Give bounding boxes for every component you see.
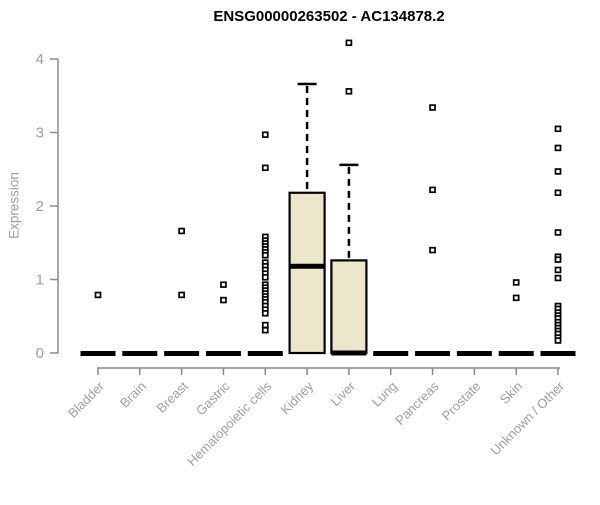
- outlier-hematopoietic-cells: [261, 310, 269, 317]
- outlier-pancreas: [429, 104, 436, 111]
- category-label-prostate: Prostate: [439, 379, 484, 424]
- y-tick-label: 1: [36, 272, 44, 289]
- category-label-bladder: Bladder: [65, 378, 108, 421]
- y-tick-label: 3: [36, 125, 44, 142]
- y-tick-label: 4: [36, 51, 44, 68]
- median-pancreas: [415, 351, 451, 356]
- category-label-skin: Skin: [497, 379, 525, 407]
- outlier-skin: [512, 294, 520, 302]
- category-label-breast: Breast: [154, 378, 191, 415]
- outlier-skin: [512, 279, 520, 286]
- box-kidney: [288, 191, 326, 355]
- y-tick-label: 0: [36, 345, 44, 362]
- outlier-unknown-other: [554, 125, 562, 133]
- outlier-unknown-other: [554, 256, 562, 263]
- outlier-hematopoietic-cells: [261, 251, 269, 259]
- median-skin: [498, 351, 534, 356]
- outlier-unknown-other: [554, 189, 562, 197]
- outlier-unknown-other: [554, 266, 562, 274]
- outlier-bladder: [94, 291, 102, 299]
- median-prostate: [456, 351, 492, 356]
- median-bladder: [80, 351, 116, 356]
- median-lung: [373, 351, 409, 356]
- outlier-unknown-other: [554, 144, 562, 152]
- y-axis-label: Expression: [6, 172, 22, 239]
- outlier-gastric: [220, 281, 227, 288]
- outlier-liver: [345, 88, 353, 95]
- median-breast: [164, 351, 200, 356]
- category-label-liver: Liver: [327, 378, 358, 409]
- category-label-lung: Lung: [369, 379, 400, 410]
- outlier-hematopoietic-cells: [261, 321, 269, 329]
- outlier-unknown-other: [554, 274, 562, 282]
- outlier-hematopoietic-cells: [261, 164, 269, 172]
- y-tick-label: 2: [36, 198, 44, 215]
- median-hematopoietic-cells: [247, 351, 283, 356]
- median-unknown-other: [540, 351, 576, 356]
- median-brain: [122, 351, 158, 356]
- median-liver: [331, 350, 367, 356]
- outlier-pancreas: [429, 186, 436, 194]
- chart-title: ENSG00000263502 - AC134878.2: [213, 8, 445, 25]
- outlier-pancreas: [429, 246, 436, 254]
- outlier-unknown-other: [554, 168, 562, 175]
- outlier-liver: [345, 39, 353, 47]
- category-label-brain: Brain: [117, 379, 149, 411]
- box-liver: [330, 259, 368, 355]
- median-kidney: [289, 263, 325, 269]
- median-gastric: [205, 351, 241, 356]
- outlier-gastric: [220, 296, 227, 304]
- outlier-breast: [178, 227, 185, 235]
- outlier-hematopoietic-cells: [261, 131, 269, 138]
- outlier-unknown-other: [554, 229, 562, 236]
- category-label-gastric: Gastric: [193, 378, 233, 418]
- outlier-unknown-other: [554, 337, 562, 344]
- outlier-hematopoietic-cells: [261, 326, 269, 334]
- outlier-hematopoietic-cells: [261, 274, 269, 281]
- category-label-kidney: Kidney: [277, 378, 316, 417]
- category-label-pancreas: Pancreas: [392, 378, 442, 428]
- category-label-unknown-other: Unknown / Other: [488, 378, 568, 458]
- outlier-breast: [178, 291, 185, 299]
